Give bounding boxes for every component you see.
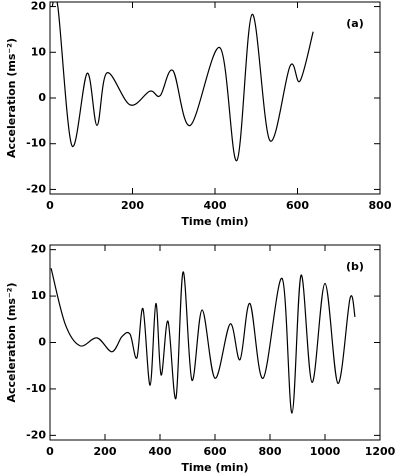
data-line bbox=[50, 268, 356, 414]
x-tick-label: 400 bbox=[204, 199, 227, 212]
plot-frame bbox=[49, 244, 381, 441]
x-tick-label: 200 bbox=[94, 445, 117, 458]
x-tick-label: 800 bbox=[259, 445, 282, 458]
panel-label: (b) bbox=[346, 260, 364, 273]
y-axis-title: Acceleration (ms⁻²) bbox=[5, 38, 18, 158]
x-tick-label: 600 bbox=[286, 199, 309, 212]
x-tick-label: 1200 bbox=[365, 445, 396, 458]
plot-frame bbox=[49, 1, 381, 195]
y-tick-label: 10 bbox=[31, 45, 47, 58]
x-tick-label: 0 bbox=[46, 445, 54, 458]
y-tick-label: 0 bbox=[38, 91, 46, 104]
x-axis-title: Time (min) bbox=[181, 461, 248, 474]
x-tick-label: 1000 bbox=[310, 445, 341, 458]
x-tick-label: 800 bbox=[369, 199, 392, 212]
y-tick-label: 20 bbox=[31, 0, 47, 13]
y-tick-label: -10 bbox=[26, 382, 46, 395]
data-line bbox=[51, 2, 314, 162]
y-tick-label: 10 bbox=[31, 289, 47, 302]
x-tick-label: 400 bbox=[149, 445, 172, 458]
y-tick-label: 20 bbox=[31, 243, 47, 256]
x-tick-label: 0 bbox=[46, 199, 54, 212]
y-tick-label: -20 bbox=[26, 182, 46, 195]
x-tick-label: 200 bbox=[121, 199, 144, 212]
y-axis-title: Acceleration (ms⁻²) bbox=[5, 282, 18, 402]
y-tick-label: -20 bbox=[26, 428, 46, 441]
y-tick-label: 0 bbox=[38, 336, 46, 349]
x-axis-title: Time (min) bbox=[181, 215, 248, 228]
x-tick-label: 600 bbox=[204, 445, 227, 458]
y-tick-label: -10 bbox=[26, 137, 46, 150]
panel-label: (a) bbox=[346, 17, 363, 30]
